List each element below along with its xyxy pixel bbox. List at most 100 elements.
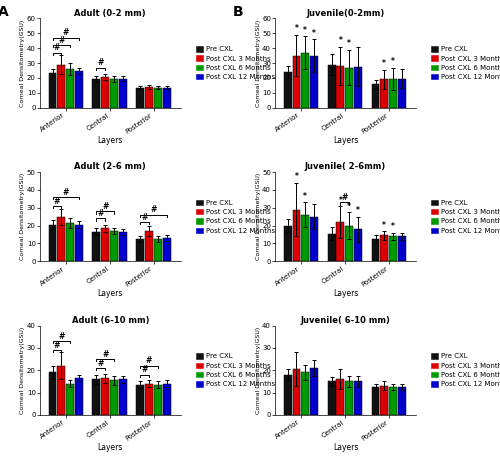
Bar — [102, 378, 109, 415]
Text: *: * — [391, 222, 395, 231]
Bar — [302, 372, 309, 415]
Title: Adult (6-10 mm): Adult (6-10 mm) — [72, 316, 149, 325]
Title: Adult (2-6 mm): Adult (2-6 mm) — [74, 162, 146, 171]
Bar — [380, 236, 388, 261]
Bar — [66, 223, 74, 261]
Bar — [284, 72, 292, 108]
Bar — [380, 386, 388, 415]
Bar — [136, 385, 144, 415]
Bar — [75, 71, 83, 108]
Bar — [92, 379, 100, 415]
Bar — [398, 387, 406, 415]
Text: #: # — [142, 365, 148, 374]
Bar — [119, 379, 127, 415]
Bar — [110, 380, 118, 415]
Text: #: # — [102, 202, 108, 211]
Bar — [310, 56, 318, 108]
Bar — [310, 368, 318, 415]
Bar — [336, 222, 344, 261]
Bar — [110, 231, 118, 261]
Text: #: # — [54, 341, 60, 350]
Bar — [102, 77, 109, 108]
Bar — [92, 232, 100, 261]
Text: *: * — [338, 195, 342, 205]
Text: *: * — [304, 26, 307, 35]
Bar — [145, 231, 153, 261]
Text: #: # — [98, 58, 104, 67]
Bar — [136, 239, 144, 261]
Bar — [163, 384, 170, 415]
Text: *: * — [294, 24, 298, 34]
Bar — [163, 88, 170, 108]
Bar — [345, 68, 353, 108]
Text: A: A — [0, 5, 8, 19]
Text: *: * — [304, 192, 307, 201]
Y-axis label: Corneal Densitometry(GSU): Corneal Densitometry(GSU) — [20, 173, 25, 260]
Bar — [102, 228, 109, 261]
Bar — [92, 79, 100, 108]
Y-axis label: Corneal Densitometry(GSU): Corneal Densitometry(GSU) — [256, 327, 260, 414]
Bar — [48, 225, 56, 261]
X-axis label: Layers: Layers — [98, 136, 123, 145]
Bar — [336, 66, 344, 108]
Bar — [119, 79, 127, 108]
Title: Adult (0-2 mm): Adult (0-2 mm) — [74, 9, 146, 18]
Bar — [154, 239, 162, 261]
Bar — [372, 239, 380, 261]
Bar — [328, 234, 336, 261]
Text: *: * — [391, 57, 395, 66]
Legend: Pre CXL, Post CXL 3 Months, Post CXL 6 Months, Post CXL 12 Months: Pre CXL, Post CXL 3 Months, Post CXL 6 M… — [196, 353, 275, 387]
Bar — [48, 73, 56, 108]
X-axis label: Layers: Layers — [98, 290, 123, 298]
Y-axis label: Corneal Densitometry(GSU): Corneal Densitometry(GSU) — [256, 19, 260, 106]
Y-axis label: Corneal Densitometry(GSU): Corneal Densitometry(GSU) — [20, 327, 25, 414]
Bar — [292, 56, 300, 108]
Legend: Pre CXL, Post CXL 3 Months, Post CXL 6 Months, Post CXL 12 Months: Pre CXL, Post CXL 3 Months, Post CXL 6 M… — [196, 46, 275, 80]
Text: *: * — [294, 172, 298, 181]
Text: #: # — [62, 28, 69, 37]
Bar — [389, 387, 397, 415]
Text: *: * — [382, 221, 386, 230]
X-axis label: Layers: Layers — [333, 136, 358, 145]
Text: #: # — [150, 206, 156, 214]
Bar — [398, 236, 406, 261]
Y-axis label: Corneal Densitometry(GSU): Corneal Densitometry(GSU) — [256, 173, 260, 260]
Legend: Pre CXL, Post CXL 3 Months, Post CXL 6 Months, Post CXL 12 Months: Pre CXL, Post CXL 3 Months, Post CXL 6 M… — [432, 46, 500, 80]
Bar — [302, 215, 309, 261]
Bar — [75, 225, 83, 261]
Text: *: * — [338, 36, 342, 45]
Bar — [58, 217, 65, 261]
Text: #: # — [142, 213, 148, 222]
Bar — [58, 65, 65, 108]
Title: Juvenile(0-2mm): Juvenile(0-2mm) — [306, 9, 384, 18]
Text: *: * — [347, 39, 351, 48]
Bar — [354, 381, 362, 415]
Bar — [398, 79, 406, 108]
Text: #: # — [54, 43, 60, 52]
Title: Juvenile( 2-6mm): Juvenile( 2-6mm) — [305, 162, 386, 171]
Bar — [336, 379, 344, 415]
Legend: Pre CXL, Post CXL 3 Months, Post CXL 6 Months, Post CXL 12 Months: Pre CXL, Post CXL 3 Months, Post CXL 6 M… — [432, 353, 500, 387]
Bar — [145, 87, 153, 108]
Bar — [136, 88, 144, 108]
Text: #: # — [58, 36, 64, 45]
Bar — [145, 384, 153, 415]
Bar — [163, 238, 170, 261]
X-axis label: Layers: Layers — [333, 443, 358, 452]
Text: *: * — [356, 207, 360, 215]
Bar — [389, 236, 397, 261]
Text: *: * — [312, 29, 316, 38]
Bar — [58, 366, 65, 415]
Text: *: * — [347, 202, 351, 211]
Bar — [345, 381, 353, 415]
Text: #: # — [102, 349, 108, 359]
Text: #: # — [54, 196, 60, 206]
Bar — [66, 384, 74, 415]
Bar — [292, 210, 300, 261]
Y-axis label: Corneal Densitometry(GSU): Corneal Densitometry(GSU) — [20, 19, 25, 106]
Text: B: B — [233, 5, 243, 19]
Bar — [328, 65, 336, 108]
Text: #: # — [342, 193, 348, 202]
Bar — [119, 232, 127, 261]
Bar — [292, 369, 300, 415]
